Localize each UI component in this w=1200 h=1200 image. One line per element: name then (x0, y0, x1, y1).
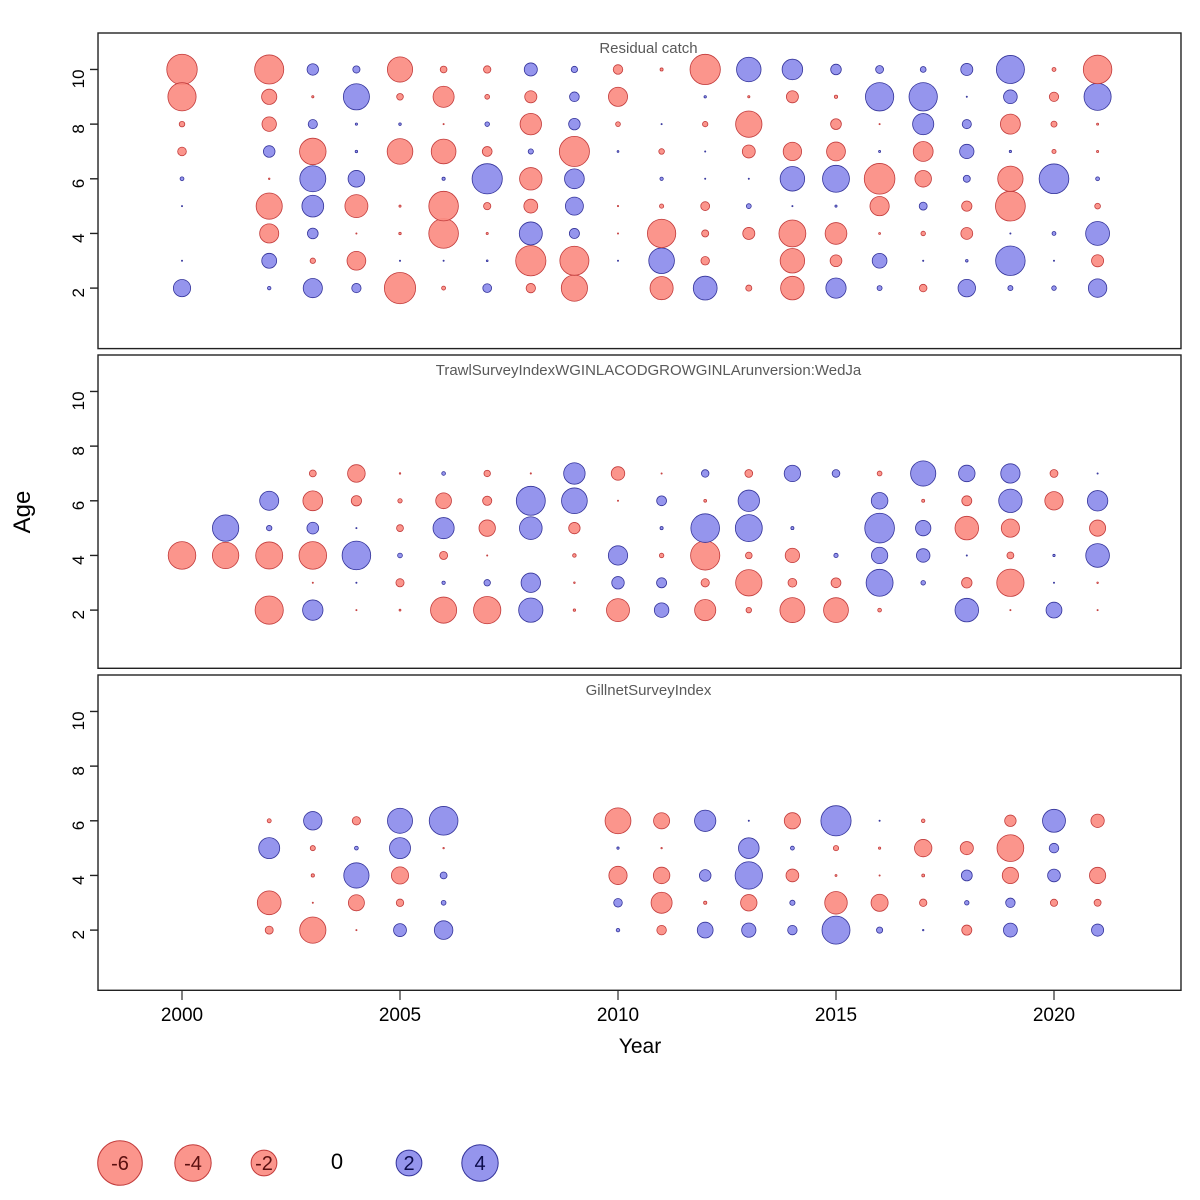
svg-text:Year: Year (619, 1035, 661, 1058)
svg-text:2015: 2015 (815, 1005, 857, 1026)
svg-text:4: 4 (474, 1153, 485, 1175)
svg-text:-2: -2 (255, 1153, 273, 1175)
svg-text:2: 2 (69, 610, 88, 619)
svg-text:10: 10 (69, 392, 88, 411)
svg-text:2: 2 (69, 288, 88, 297)
svg-text:GillnetSurveyIndex: GillnetSurveyIndex (586, 682, 712, 699)
svg-text:4: 4 (69, 556, 88, 565)
svg-text:4: 4 (69, 876, 88, 885)
svg-text:10: 10 (69, 712, 88, 731)
svg-text:2020: 2020 (1033, 1005, 1075, 1026)
svg-text:8: 8 (69, 124, 88, 133)
svg-text:2: 2 (69, 930, 88, 939)
svg-text:-6: -6 (111, 1153, 129, 1175)
svg-text:4: 4 (69, 233, 88, 242)
svg-text:0: 0 (331, 1149, 343, 1174)
svg-text:Age: Age (9, 491, 36, 534)
svg-text:8: 8 (69, 446, 88, 455)
svg-text:2: 2 (403, 1153, 414, 1175)
svg-text:10: 10 (69, 69, 88, 88)
svg-text:6: 6 (69, 821, 88, 830)
svg-text:2000: 2000 (161, 1005, 203, 1026)
svg-text:2010: 2010 (597, 1005, 639, 1026)
svg-text:2005: 2005 (379, 1005, 421, 1026)
svg-text:-4: -4 (184, 1153, 202, 1175)
svg-text:8: 8 (69, 766, 88, 775)
svg-text:Residual catch: Residual catch (599, 40, 697, 57)
svg-text:TrawlSurveyIndexWGINLACODGROWG: TrawlSurveyIndexWGINLACODGROWGINLArunver… (436, 362, 862, 379)
svg-text:6: 6 (69, 179, 88, 188)
svg-text:6: 6 (69, 501, 88, 510)
